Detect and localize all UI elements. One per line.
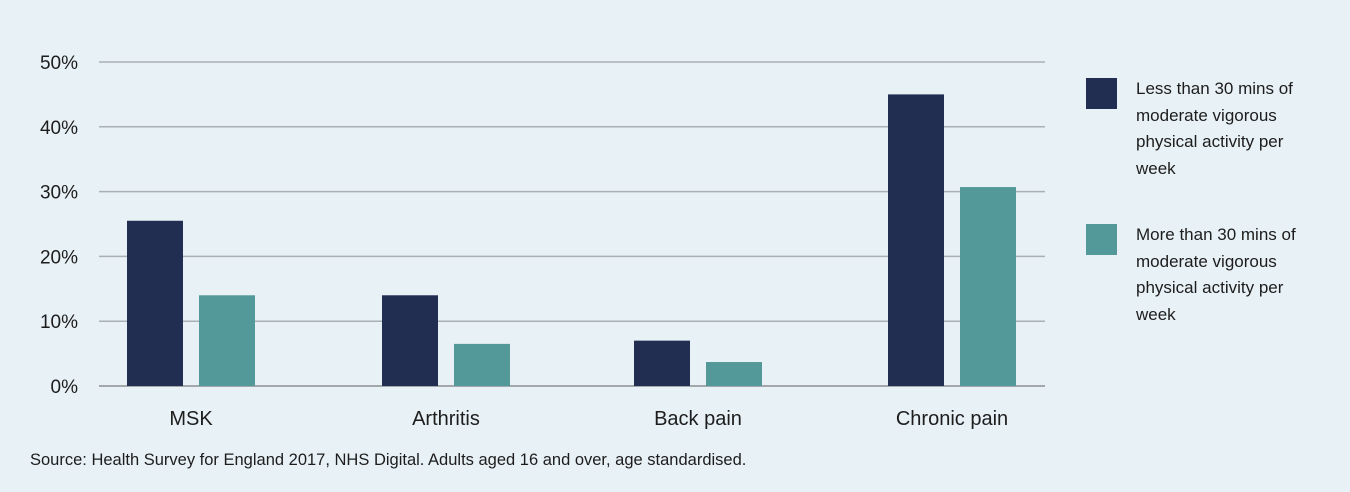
- x-category-label: Arthritis: [412, 408, 480, 430]
- y-axis-labels: 0% 10% 20% 30% 40% 50%: [40, 53, 78, 398]
- x-category-label: Back pain: [654, 408, 742, 430]
- bar-back-pain-series-2: [706, 362, 762, 386]
- legend-item-less-than-30: Less than 30 mins of moderate vigorous p…: [1086, 76, 1326, 222]
- gridlines: [99, 61, 1045, 387]
- bar-arthritis-series-2: [454, 343, 510, 386]
- y-tick-label: 50%: [40, 53, 78, 74]
- y-tick-label: 10%: [40, 312, 78, 333]
- y-tick-label: 20%: [40, 247, 78, 268]
- y-tick-label: 30%: [40, 183, 78, 204]
- bar-chronic-pain-series-1: [888, 94, 944, 387]
- bar-msk-series-1: [127, 220, 183, 386]
- legend-swatch-more-than-30: [1086, 224, 1117, 255]
- bar-msk-series-2: [199, 295, 255, 386]
- bar-back-pain-series-1: [634, 340, 690, 386]
- legend-swatch-less-than-30: [1086, 78, 1117, 109]
- y-tick-label: 0%: [51, 377, 79, 398]
- bar-chronic-pain-series-2: [960, 187, 1016, 386]
- x-category-label: MSK: [169, 408, 213, 430]
- legend-label-less-than-30: Less than 30 mins of moderate vigorous p…: [1136, 79, 1293, 178]
- y-tick-label: 40%: [40, 118, 78, 139]
- legend-item-more-than-30: More than 30 mins of moderate vigorous p…: [1086, 222, 1326, 368]
- source-note: Source: Health Survey for England 2017, …: [30, 451, 747, 469]
- bars: [127, 94, 1016, 387]
- legend-label-more-than-30: More than 30 mins of moderate vigorous p…: [1136, 225, 1296, 324]
- bar-arthritis-series-1: [382, 295, 438, 386]
- x-axis-labels: MSK Arthritis Back pain Chronic pain: [169, 408, 1008, 430]
- x-category-label: Chronic pain: [896, 408, 1008, 430]
- legend: Less than 30 mins of moderate vigorous p…: [1086, 76, 1326, 368]
